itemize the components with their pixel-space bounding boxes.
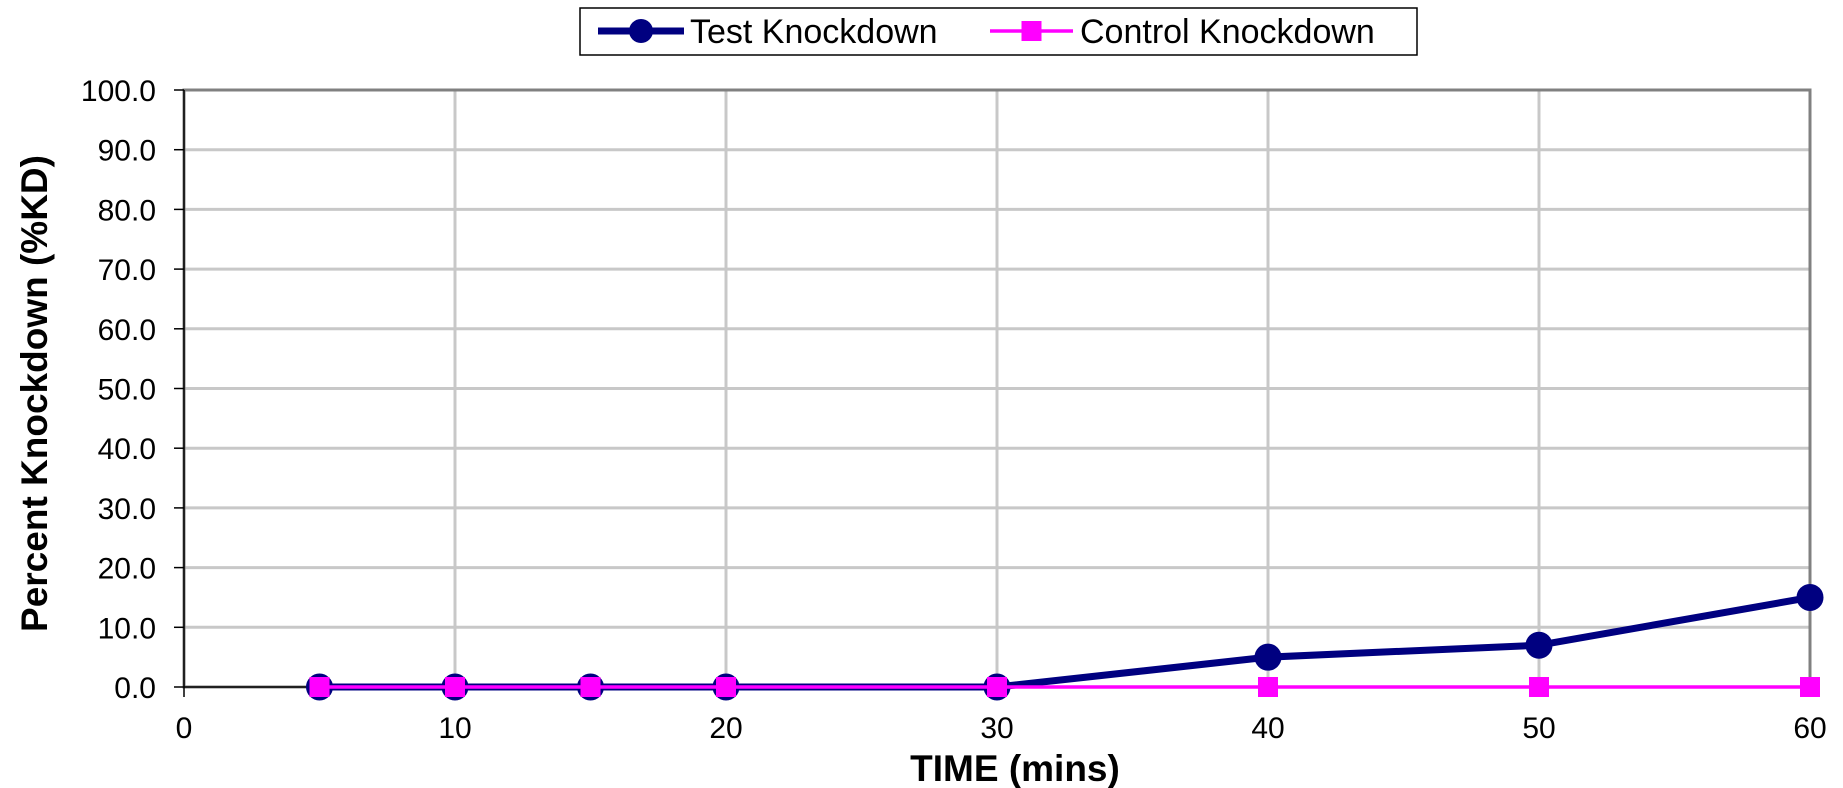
y-axis-title: Percent Knockdown (%KD) (14, 155, 55, 632)
y-tick-label: 0.0 (114, 672, 156, 705)
control-knockdown-point (309, 677, 330, 697)
test-knockdown-point (1254, 643, 1282, 671)
control-knockdown-point (580, 677, 601, 697)
x-tick-label: 20 (709, 712, 742, 745)
x-tick-labels: 0 10 20 30 40 50 60 (176, 712, 1827, 745)
data-series (306, 583, 1824, 701)
control-knockdown-point (716, 677, 736, 697)
y-tick-label: 70.0 (98, 254, 156, 287)
legend-marker-circle (629, 19, 653, 43)
y-tick-label: 90.0 (98, 135, 156, 168)
test-knockdown-point (1525, 631, 1553, 659)
y-tick-label: 30.0 (98, 493, 156, 526)
x-tick-label: 0 (176, 712, 193, 745)
x-tick-label: 60 (1793, 712, 1826, 745)
legend-label-control: Control Knockdown (1080, 13, 1375, 51)
x-tick-label: 40 (1251, 712, 1284, 745)
control-knockdown-point (445, 677, 465, 697)
y-tick-label: 40.0 (98, 433, 156, 466)
y-tick-label: 50.0 (98, 374, 156, 407)
axes (174, 89, 1811, 697)
y-tick-label: 60.0 (98, 314, 156, 347)
grid-lines (184, 90, 1810, 687)
legend-entry-test: Test Knockdown (598, 13, 938, 51)
test-knockdown-point (1796, 583, 1824, 611)
y-tick-label: 100.0 (81, 75, 156, 108)
x-tick-label: 50 (1522, 712, 1555, 745)
x-tick-label: 30 (980, 712, 1013, 745)
legend-label-test: Test Knockdown (690, 13, 938, 51)
y-tick-labels: 0.0 10.0 20.0 30.0 40.0 50.0 60.0 70.0 80.0 90.0 1… (81, 75, 156, 705)
legend-marker-square (1021, 21, 1042, 41)
control-knockdown-point (987, 677, 1007, 697)
x-tick-label: 10 (438, 712, 471, 745)
y-tick-label: 80.0 (98, 194, 156, 227)
legend: Test Knockdown Control Knockdown (579, 7, 1418, 56)
y-tick-label: 10.0 (98, 612, 156, 645)
control-knockdown-series (309, 677, 1820, 697)
control-knockdown-point (1800, 677, 1820, 697)
control-knockdown-point (1258, 677, 1278, 697)
y-tick-label: 20.0 (98, 553, 156, 586)
test-knockdown-line (319, 594, 1811, 691)
x-axis-title: TIME (mins) (910, 748, 1120, 788)
test-knockdown-series (306, 583, 1824, 701)
legend-items: Test Knockdown Control Knockdown (598, 13, 1375, 51)
control-knockdown-point (1529, 677, 1549, 697)
legend-entry-control: Control Knockdown (990, 13, 1375, 51)
